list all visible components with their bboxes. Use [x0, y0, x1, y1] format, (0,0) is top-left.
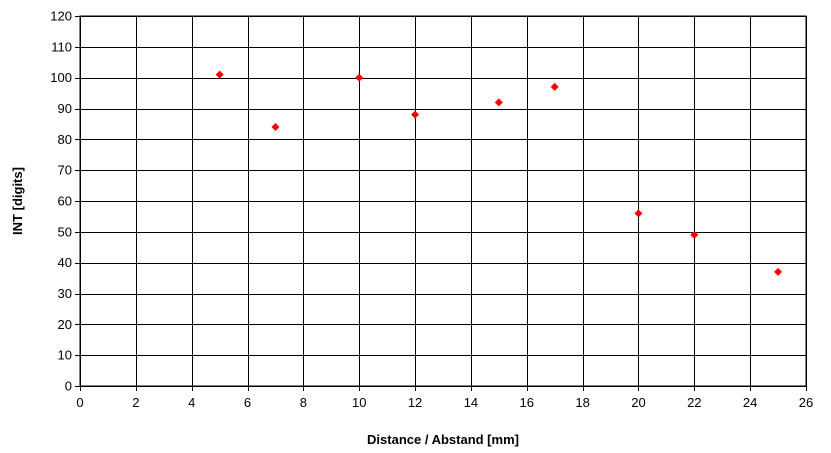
data-points — [215, 70, 783, 276]
y-tick-label: 90 — [58, 101, 72, 116]
y-tick-label: 50 — [58, 224, 72, 239]
y-tick-label: 0 — [65, 379, 72, 394]
y-tick-label: 110 — [51, 39, 72, 54]
x-tick-label: 6 — [244, 395, 251, 410]
data-point — [355, 73, 364, 82]
data-point — [634, 209, 643, 218]
y-tick-label: 40 — [58, 255, 72, 270]
horizontal-gridlines — [75, 16, 806, 387]
y-tick-label: 120 — [50, 9, 72, 24]
y-tick-label: 20 — [58, 317, 72, 332]
data-point — [411, 110, 420, 119]
x-tick-label: 2 — [132, 395, 139, 410]
data-point — [550, 82, 559, 91]
x-tick-label: 4 — [188, 395, 195, 410]
data-point — [215, 70, 224, 79]
x-tick-label: 14 — [464, 395, 478, 410]
x-tick-label: 16 — [520, 395, 534, 410]
x-tick-label: 0 — [76, 395, 83, 410]
x-tick-labels: 0 2 4 6 8 10 12 14 16 18 20 22 24 26 — [76, 395, 813, 410]
x-axis-title: Distance / Abstand [mm] — [367, 432, 519, 447]
x-tick-label: 12 — [408, 395, 422, 410]
x-tick-label: 26 — [799, 395, 813, 410]
data-point — [494, 98, 503, 107]
y-axis-title: INT [digits] — [10, 167, 25, 235]
data-point — [774, 267, 783, 276]
x-tick-label: 8 — [300, 395, 307, 410]
y-tick-labels: 0 10 20 30 40 50 60 70 80 90 100 110 120 — [50, 9, 72, 394]
x-tick-label: 20 — [631, 395, 645, 410]
y-tick-label: 60 — [58, 194, 72, 209]
x-tick-label: 10 — [352, 395, 366, 410]
y-tick-label: 10 — [58, 348, 72, 363]
x-tick-label: 18 — [575, 395, 589, 410]
y-tick-label: 70 — [58, 163, 72, 178]
y-tick-label: 30 — [58, 286, 72, 301]
x-tick-label: 22 — [687, 395, 701, 410]
y-tick-label: 100 — [50, 70, 72, 85]
data-point — [690, 230, 699, 239]
x-tick-label: 24 — [743, 395, 757, 410]
data-point — [271, 123, 280, 131]
y-tick-label: 80 — [58, 132, 72, 147]
